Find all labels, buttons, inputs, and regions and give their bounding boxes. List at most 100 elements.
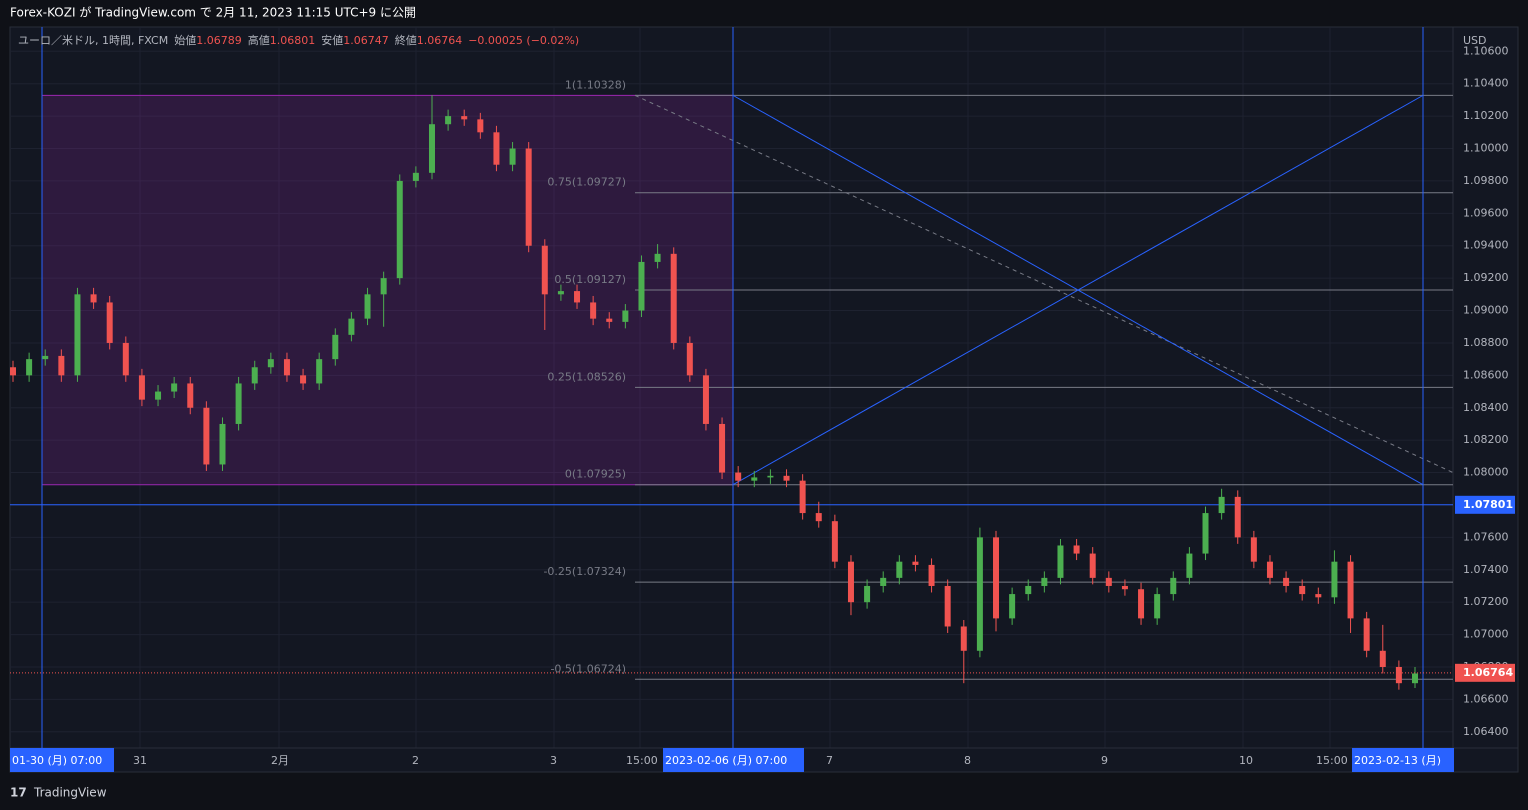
x-tick-label: 2023-02-13 (月): [1354, 754, 1441, 767]
diagonal-up: [732, 94, 1424, 486]
candle-body: [1057, 545, 1064, 578]
y-tick-label: 1.07000: [1463, 628, 1509, 641]
candle-body: [10, 367, 16, 376]
candle-body: [1154, 594, 1161, 619]
footer-brand: TradingView: [33, 786, 107, 800]
candle-body: [74, 294, 81, 376]
candle-body: [976, 537, 983, 651]
legend-close: 1.06764: [417, 34, 463, 47]
candle-body: [928, 564, 935, 586]
y-tick-label: 1.08400: [1463, 401, 1509, 414]
y-tick-label: 1.09400: [1463, 239, 1509, 252]
candle-body: [187, 383, 194, 408]
candle-body: [1202, 513, 1209, 554]
candle-body: [332, 334, 339, 360]
x-tick-label: 3: [550, 754, 557, 767]
candle-body: [1347, 561, 1354, 619]
fib-label: 0.25(1.08526): [547, 370, 626, 383]
y-tick-label: 1.10000: [1463, 142, 1509, 155]
crosshair-price-label: 1.07801: [1463, 498, 1513, 511]
trend-dashed: [634, 94, 1454, 474]
y-tick-label: 1.09800: [1463, 174, 1509, 187]
candle-body: [396, 180, 403, 279]
x-tick-label: 2月: [271, 754, 289, 767]
candle-body: [203, 407, 210, 465]
y-tick-label: 1.08200: [1463, 433, 1509, 446]
candle-body: [574, 291, 581, 303]
legend-high: 1.06801: [270, 34, 316, 47]
candle-body: [283, 359, 290, 376]
y-tick-label: 1.09000: [1463, 304, 1509, 317]
candle-body: [251, 367, 258, 384]
candle-body: [219, 423, 226, 465]
y-tick-label: 1.10600: [1463, 44, 1509, 57]
x-tick-label: 15:00: [1316, 754, 1348, 767]
legend-low-label: 安値: [321, 33, 343, 47]
chart-panel: [9, 26, 1519, 773]
fib-label: 0(1.07925): [565, 468, 626, 481]
candle-body: [767, 475, 774, 478]
candle-body: [638, 261, 645, 311]
candle-body: [525, 148, 532, 246]
candle-body: [541, 245, 548, 295]
candle-body: [751, 477, 758, 481]
x-tick-label: 15:00: [626, 754, 658, 767]
fib-label: 0.5(1.09127): [554, 273, 626, 286]
last-price-box: [1455, 663, 1515, 682]
candle-body: [1395, 666, 1402, 684]
candle-body: [960, 626, 967, 651]
candle-body: [622, 310, 629, 322]
fib-label: 0.75(1.09727): [547, 176, 626, 189]
x-label-highlight: [663, 748, 804, 772]
candle-body: [428, 124, 435, 173]
candle-body: [235, 383, 242, 424]
candle-body: [364, 294, 371, 319]
last-price-label: 1.06764: [1463, 666, 1513, 679]
fib-label: -0.25(1.07324): [543, 565, 626, 578]
y-tick-label: 1.09600: [1463, 206, 1509, 219]
candle-body: [654, 253, 661, 262]
x-tick-label: 2023-02-06 (月) 07:00: [665, 754, 787, 767]
footer-logo: 17: [10, 786, 27, 800]
candle-body: [557, 291, 564, 295]
candle-body: [815, 513, 822, 522]
candle-body: [799, 480, 806, 514]
y-tick-label: 1.07600: [1463, 530, 1509, 543]
x-tick-label: 01-30 (月) 07:00: [12, 754, 102, 767]
candle-body: [1009, 594, 1016, 619]
x-tick-label: 10: [1239, 754, 1253, 767]
candle-body: [461, 116, 468, 120]
candle-body: [122, 342, 129, 376]
candle-body: [1089, 553, 1096, 578]
legend: ユーロ／米ドル, 1時間, FXCM 始値1.06789 高値1.06801 安値1.…: [18, 33, 579, 47]
candle-body: [590, 302, 597, 319]
candle-body: [864, 585, 871, 603]
candle-body: [493, 132, 500, 165]
candle-body: [155, 391, 162, 400]
x-tick-label: 31: [133, 754, 147, 767]
candle-body: [300, 375, 307, 384]
candle-body: [316, 359, 323, 384]
x-tick-label: 8: [964, 754, 971, 767]
candle-body: [719, 423, 726, 473]
legend-open: 1.06789: [196, 34, 242, 47]
y-tick-label: 1.08000: [1463, 466, 1509, 479]
y-tick-label: 1.09200: [1463, 271, 1509, 284]
legend-close-label: 終値: [395, 33, 417, 47]
candle-body: [847, 561, 854, 603]
fib-label: 1(1.10328): [565, 78, 626, 91]
candle-body: [1218, 496, 1225, 514]
candle-body: [138, 375, 145, 400]
fib-label: -0.5(1.06724): [550, 662, 626, 675]
candle-body: [1315, 594, 1322, 598]
legend-change: −0.00025 (−0.02%): [468, 34, 579, 47]
y-tick-label: 1.07200: [1463, 595, 1509, 608]
candle-body: [880, 577, 887, 586]
candle-body: [1138, 589, 1145, 619]
y-tick-label: 1.08800: [1463, 336, 1509, 349]
candle-body: [509, 148, 516, 165]
candle-body: [1121, 585, 1128, 590]
candle-body: [912, 561, 919, 565]
